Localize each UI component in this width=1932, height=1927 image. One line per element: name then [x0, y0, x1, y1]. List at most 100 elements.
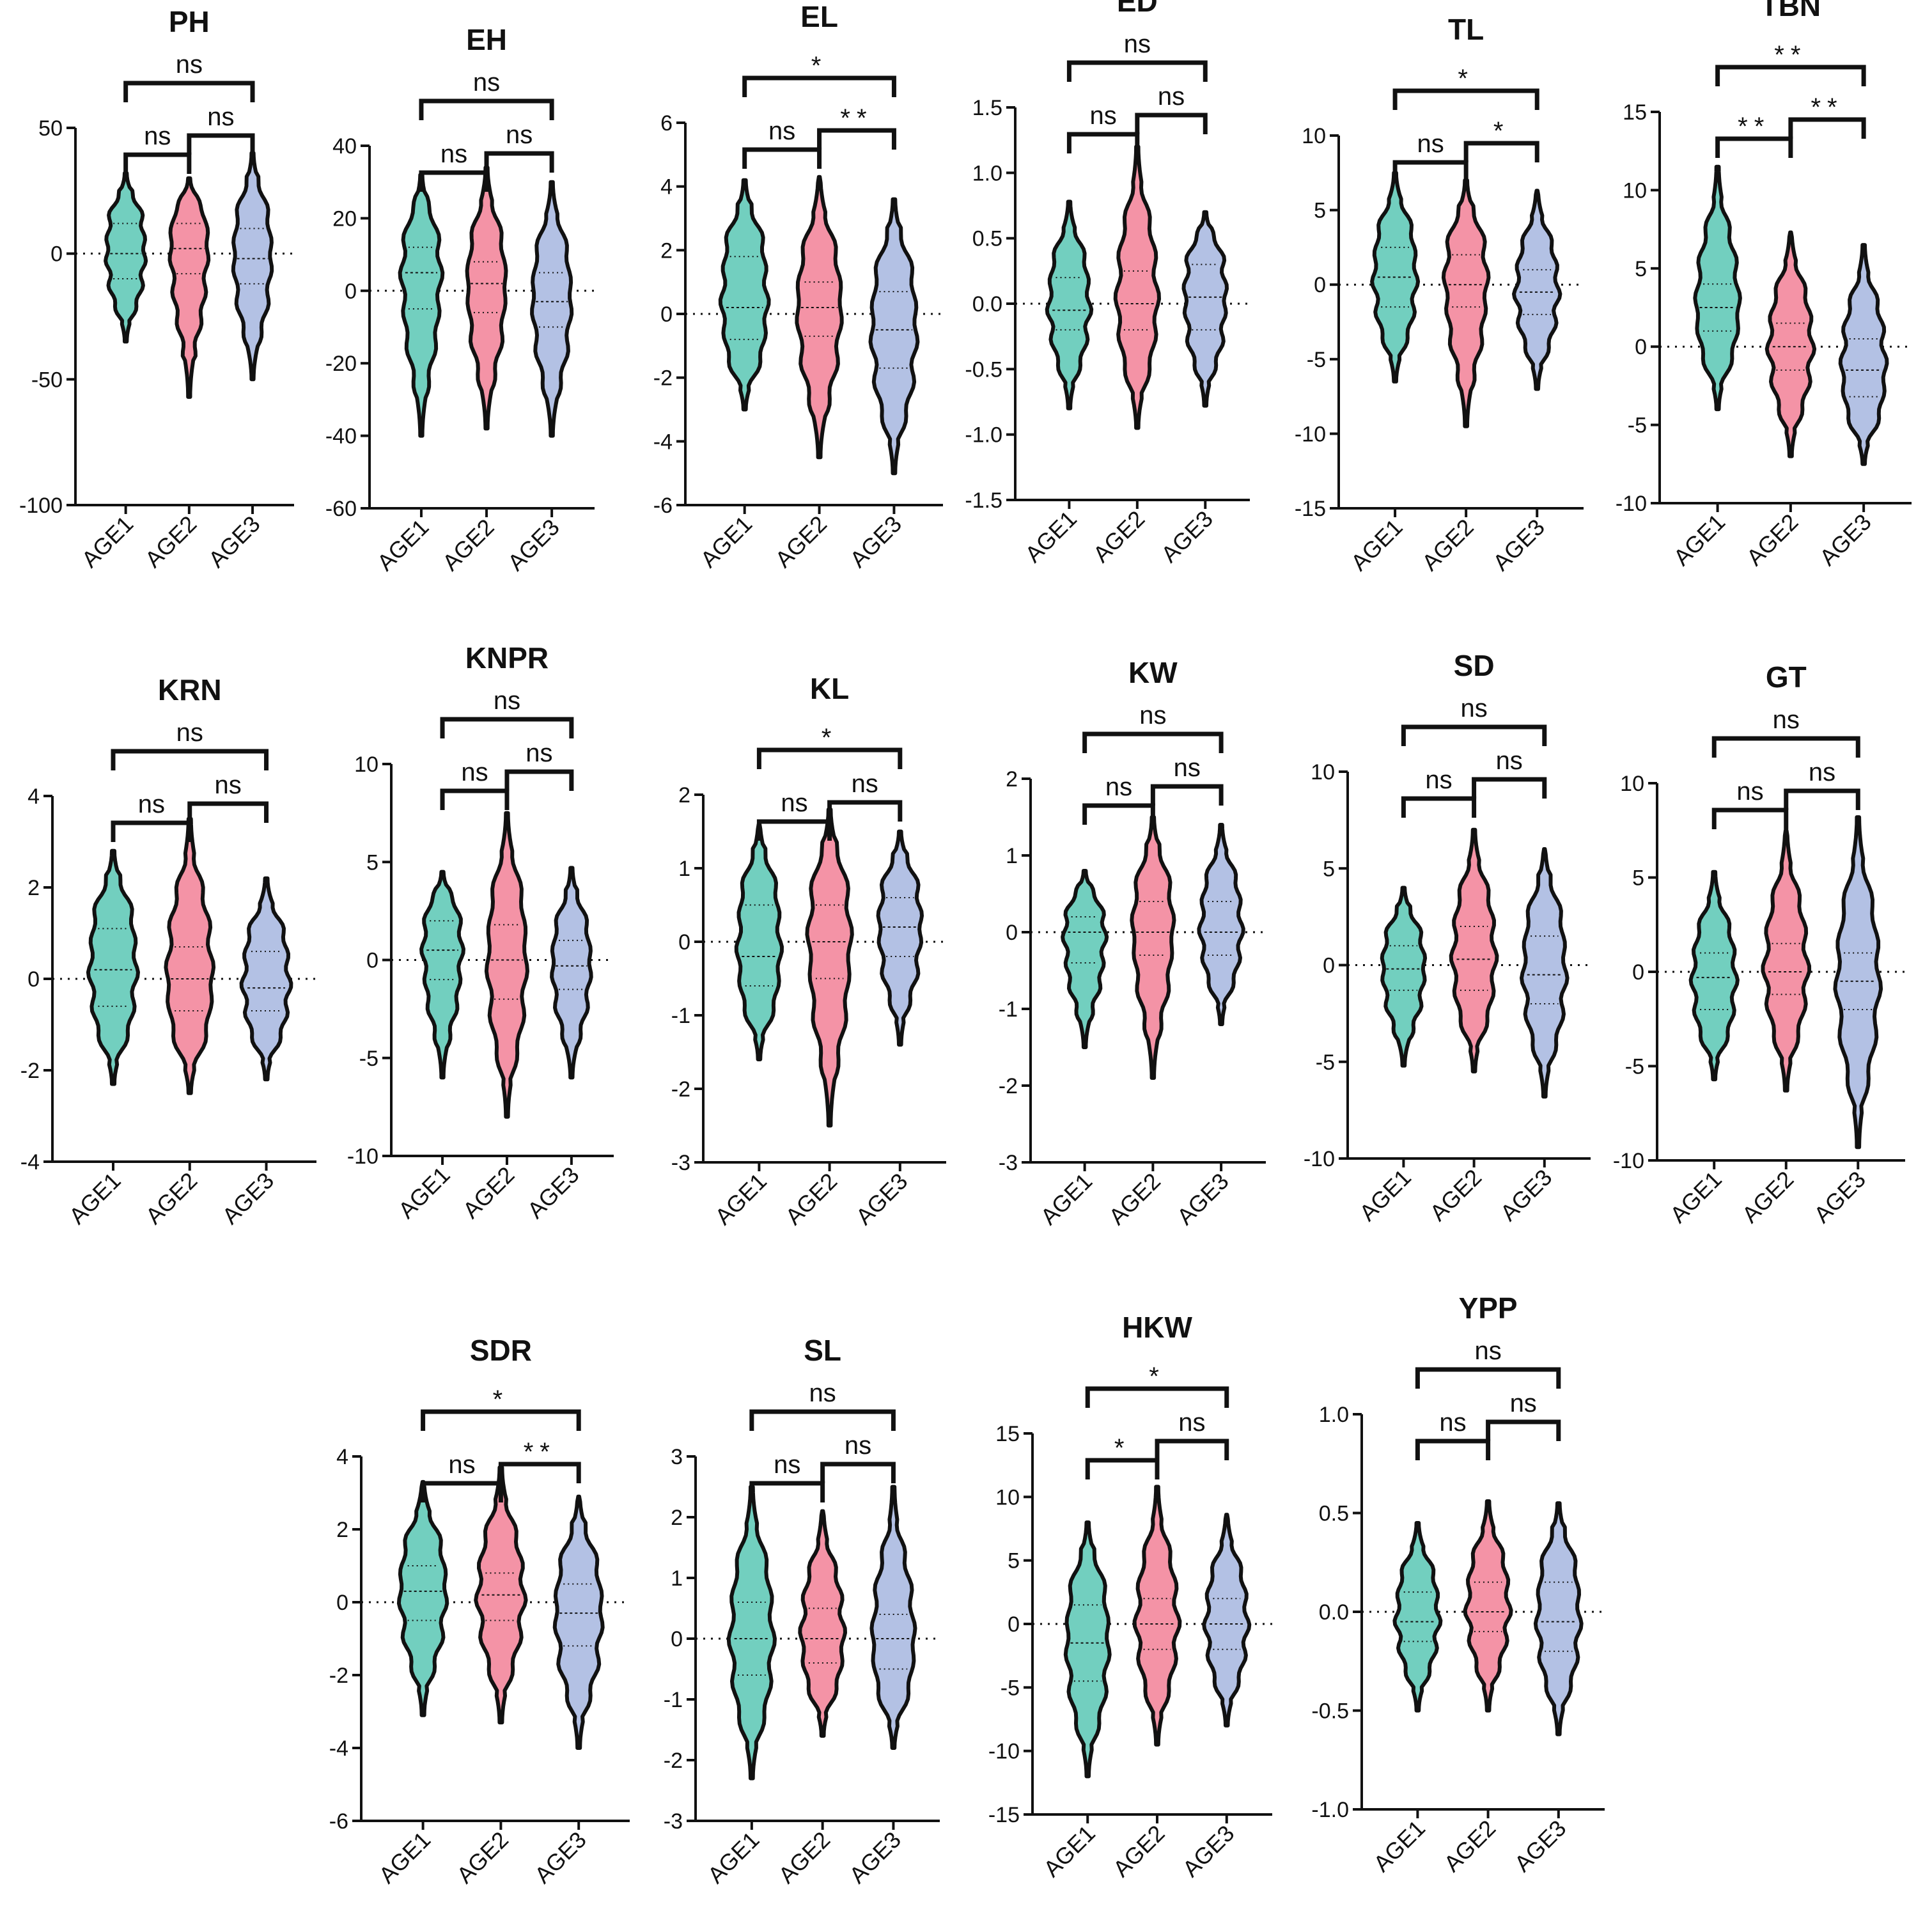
bracket-age2-age3-label: ns: [215, 771, 242, 799]
x-tick-label: AGE2: [1741, 509, 1803, 571]
y-tick-label: 5: [1314, 199, 1326, 223]
x-tick-label: AGE1: [1035, 1168, 1097, 1230]
violin-age1: [726, 1485, 777, 1781]
bracket-age1-age2: [1392, 160, 1468, 182]
y-tick-label: -2: [20, 1059, 40, 1083]
violin-age2: [465, 166, 508, 431]
y-tick-label: -6: [653, 494, 673, 518]
violin-age3: [1512, 189, 1562, 391]
violin-age3: [1181, 210, 1229, 408]
y-tick-label: 5: [366, 850, 378, 875]
y-tick-label: 2: [27, 876, 40, 900]
y-tick-label: 10: [1302, 124, 1326, 148]
violin-age1: [398, 173, 445, 438]
chart-title: PH: [169, 5, 210, 38]
y-tick-label: 0: [1008, 1612, 1020, 1637]
chart-panel-hkw: 15 10 5 0 -5 -10 -15 AGE1 AGE2 AGE3 * ns * HKW: [988, 1311, 1272, 1882]
y-tick-label: 0.5: [972, 227, 1002, 251]
y-tick-label: 1: [671, 1566, 683, 1591]
y-tick-label: -4: [20, 1150, 40, 1174]
chart-title: KNPR: [465, 641, 549, 675]
y-tick-label: -1.5: [965, 488, 1002, 513]
bracket-age1-age3-label: ns: [1139, 701, 1166, 729]
bracket-age2-age3-label: ns: [1809, 758, 1835, 786]
bracket-age2-age3: [1155, 1439, 1229, 1460]
violin-age3: [1833, 815, 1883, 1150]
x-tick-label: AGE3: [203, 511, 265, 573]
violin-age3: [552, 1494, 605, 1750]
x-tick-label: AGE2: [1103, 1168, 1165, 1230]
y-tick-label: -5: [1625, 1055, 1644, 1079]
x-tick-label: AGE1: [703, 1827, 765, 1889]
violin-age2: [1761, 828, 1812, 1093]
x-tick-label: AGE2: [1417, 514, 1479, 576]
bracket-age1-age3: [440, 717, 574, 738]
bracket-age2-age3-label: ns: [526, 739, 552, 767]
y-tick-label: -1: [671, 1004, 690, 1028]
y-tick-label: 15: [1623, 100, 1647, 125]
y-tick-label: 0: [678, 930, 690, 955]
bracket-age2-age3: [498, 1462, 581, 1483]
chart-title: YPP: [1459, 1291, 1518, 1325]
y-tick-label: 4: [660, 175, 673, 199]
bracket-age2-age3: [1150, 784, 1224, 806]
bracket-age2-age3: [820, 1462, 896, 1483]
y-tick-label: 50: [38, 116, 63, 141]
y-tick-label: 20: [332, 207, 357, 231]
violin-age2: [1765, 230, 1817, 458]
x-tick-label: AGE1: [1346, 514, 1408, 576]
bracket-age1-age3-label: *: [1149, 1362, 1165, 1391]
x-tick-label: AGE3: [845, 511, 907, 573]
bracket-age1-age2-label: ns: [1736, 777, 1763, 806]
y-tick-label: 10: [1311, 760, 1335, 784]
y-tick-label: -60: [325, 497, 357, 521]
bracket-age1-age3: [749, 1409, 896, 1431]
bracket-age1-age2: [123, 152, 192, 174]
y-tick-label: -10: [988, 1740, 1020, 1764]
y-tick-label: 15: [995, 1422, 1020, 1446]
chart-title: EH: [466, 23, 507, 56]
bracket-age1-age2-label: ns: [448, 1451, 475, 1479]
bracket-age2-age3-label: ns: [1178, 1408, 1205, 1437]
y-tick-label: -5: [359, 1047, 378, 1071]
violin-age1: [419, 870, 465, 1080]
bracket-age2-age3: [1135, 113, 1208, 134]
y-tick-label: 0: [1006, 921, 1018, 945]
bracket-age1-age2: [1401, 796, 1477, 818]
violin-age3: [239, 876, 293, 1082]
bracket-age1-age3-label: **: [1774, 41, 1807, 69]
y-tick-label: -3: [664, 1809, 683, 1834]
bracket-age2-age3-label: ns: [1496, 747, 1523, 775]
y-tick-label: 4: [336, 1445, 348, 1469]
violin-age1: [1045, 199, 1094, 410]
bracket-age2-age3-label: ns: [852, 770, 878, 798]
y-tick-label: -1.0: [1311, 1798, 1349, 1822]
y-tick-label: -5: [1316, 1050, 1335, 1075]
bracket-age1-age2-label: ns: [1425, 766, 1452, 794]
y-tick-label: 1.0: [972, 161, 1002, 185]
y-tick-label: 2: [671, 1506, 683, 1530]
y-tick-label: 10: [354, 753, 378, 777]
chart-title: SDR: [470, 1334, 532, 1367]
x-tick-label: AGE3: [1809, 1166, 1871, 1228]
y-tick-label: 0: [366, 949, 378, 973]
violin-age2: [1449, 827, 1499, 1073]
bracket-age1-age2: [421, 1481, 503, 1502]
violin-age3: [1533, 1501, 1584, 1736]
x-tick-label: AGE2: [1088, 506, 1150, 568]
y-tick-label: -50: [31, 368, 63, 392]
x-tick-label: AGE1: [393, 1162, 455, 1224]
chart-panel-tl: 10 5 0 -5 -10 -15 AGE1 AGE2 AGE3 ns * * TL: [1295, 13, 1584, 576]
violin-age1: [104, 171, 148, 344]
x-tick-label: AGE2: [780, 1168, 842, 1230]
y-tick-label: 0: [660, 302, 673, 327]
x-tick-label: AGE1: [64, 1167, 126, 1229]
bracket-age1-age2-label: ns: [1105, 773, 1132, 801]
bracket-age2-age3-label: ns: [1510, 1389, 1537, 1417]
